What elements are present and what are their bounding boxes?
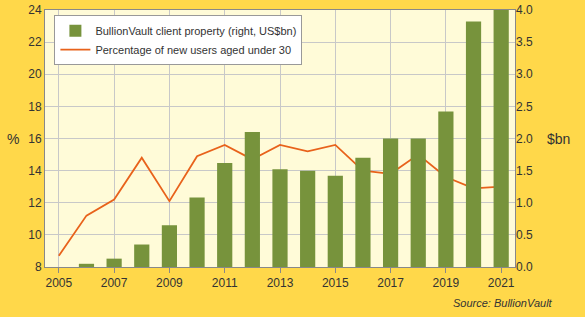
svg-text:BullionVault client property (: BullionVault client property (right, US$…: [95, 25, 296, 37]
svg-text:2.0: 2.0: [516, 132, 533, 146]
svg-text:1.5: 1.5: [516, 164, 533, 178]
svg-text:10: 10: [28, 228, 42, 242]
svg-text:%: %: [7, 131, 19, 147]
svg-text:14: 14: [28, 164, 42, 178]
svg-text:Source: BullionVault: Source: BullionVault: [453, 297, 553, 309]
svg-text:24: 24: [28, 3, 42, 17]
svg-text:$bn: $bn: [547, 131, 570, 147]
svg-text:1.0: 1.0: [516, 196, 533, 210]
svg-text:0.0: 0.0: [516, 260, 533, 274]
svg-text:2017: 2017: [377, 276, 404, 290]
svg-text:12: 12: [28, 196, 42, 210]
svg-text:2019: 2019: [433, 276, 460, 290]
svg-text:18: 18: [28, 100, 42, 114]
svg-text:3.5: 3.5: [516, 35, 533, 49]
svg-text:0.5: 0.5: [516, 228, 533, 242]
svg-text:22: 22: [28, 35, 42, 49]
svg-text:2009: 2009: [156, 276, 183, 290]
svg-text:2005: 2005: [45, 276, 72, 290]
svg-text:2013: 2013: [267, 276, 294, 290]
svg-text:Percentage of new users aged u: Percentage of new users aged under 30: [95, 44, 291, 56]
svg-text:2.5: 2.5: [516, 100, 533, 114]
svg-text:20: 20: [28, 67, 42, 81]
svg-text:2007: 2007: [101, 276, 128, 290]
svg-text:4.0: 4.0: [516, 3, 533, 17]
svg-text:16: 16: [28, 132, 42, 146]
svg-text:2015: 2015: [322, 276, 349, 290]
svg-text:8: 8: [35, 260, 42, 274]
svg-text:3.0: 3.0: [516, 67, 533, 81]
svg-text:2021: 2021: [488, 276, 515, 290]
svg-text:2011: 2011: [212, 276, 238, 290]
